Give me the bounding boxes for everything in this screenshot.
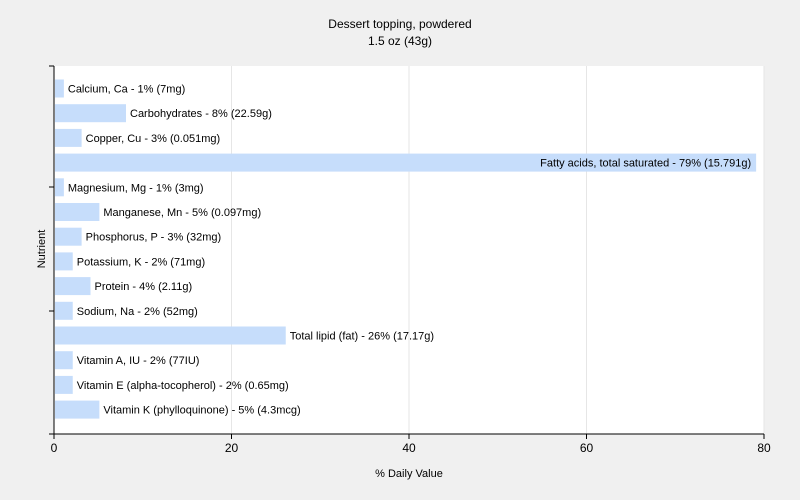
x-tick-label: 20 xyxy=(225,441,239,455)
gridlines xyxy=(231,66,765,434)
bar xyxy=(55,277,91,296)
bar-label: Total lipid (fat) - 26% (17.17g) xyxy=(290,331,434,343)
x-tick-label: 80 xyxy=(757,441,771,455)
bar xyxy=(55,203,100,221)
bar-label: Vitamin A, IU - 2% (77IU) xyxy=(77,355,200,367)
y-axis-label: Nutrient xyxy=(36,230,48,269)
bar-label: Magnesium, Mg - 1% (3mg) xyxy=(68,182,204,194)
bar-label: Carbohydrates - 8% (22.59g) xyxy=(130,108,272,120)
bar xyxy=(55,104,126,123)
bar-label: Fatty acids, total saturated - 79% (15.7… xyxy=(540,158,751,170)
bar-label: Manganese, Mn - 5% (0.097mg) xyxy=(103,207,261,219)
bar xyxy=(55,227,82,246)
x-tick-label: 40 xyxy=(402,441,416,455)
bar-label: Potassium, K - 2% (71mg) xyxy=(77,256,205,268)
bar xyxy=(55,400,100,419)
bar xyxy=(55,252,73,271)
chart-title: Dessert topping, powdered xyxy=(328,17,471,31)
x-axis-label: % Daily Value xyxy=(375,468,443,480)
bars-group: Calcium, Ca - 1% (7mg) Carbohydrates - 8%… xyxy=(55,79,757,419)
x-tick-label: 60 xyxy=(580,441,594,455)
axes-group: 0 20 40 60 80 xyxy=(49,65,771,455)
bar-label: Calcium, Ca - 1% (7mg) xyxy=(68,84,185,96)
bar-label: Copper, Cu - 3% (0.051mg) xyxy=(86,133,221,145)
chart-subtitle: 1.5 oz (43g) xyxy=(368,34,432,48)
bar-label: Vitamin E (alpha-tocopherol) - 2% (0.65m… xyxy=(77,380,289,392)
bar-label: Sodium, Na - 2% (52mg) xyxy=(77,306,198,318)
bar xyxy=(55,79,64,98)
bar xyxy=(55,326,286,345)
bar-label: Vitamin K (phylloquinone) - 5% (4.3mcg) xyxy=(103,405,300,417)
bar xyxy=(55,128,82,147)
bar xyxy=(55,375,73,394)
bar xyxy=(55,153,757,172)
bar xyxy=(55,178,64,197)
x-tick-label: 0 xyxy=(51,441,58,455)
bar xyxy=(55,301,73,320)
bar xyxy=(55,351,73,370)
bar-label: Protein - 4% (2.11g) xyxy=(95,281,193,293)
bar-label: Phosphorus, P - 3% (32mg) xyxy=(86,232,222,244)
